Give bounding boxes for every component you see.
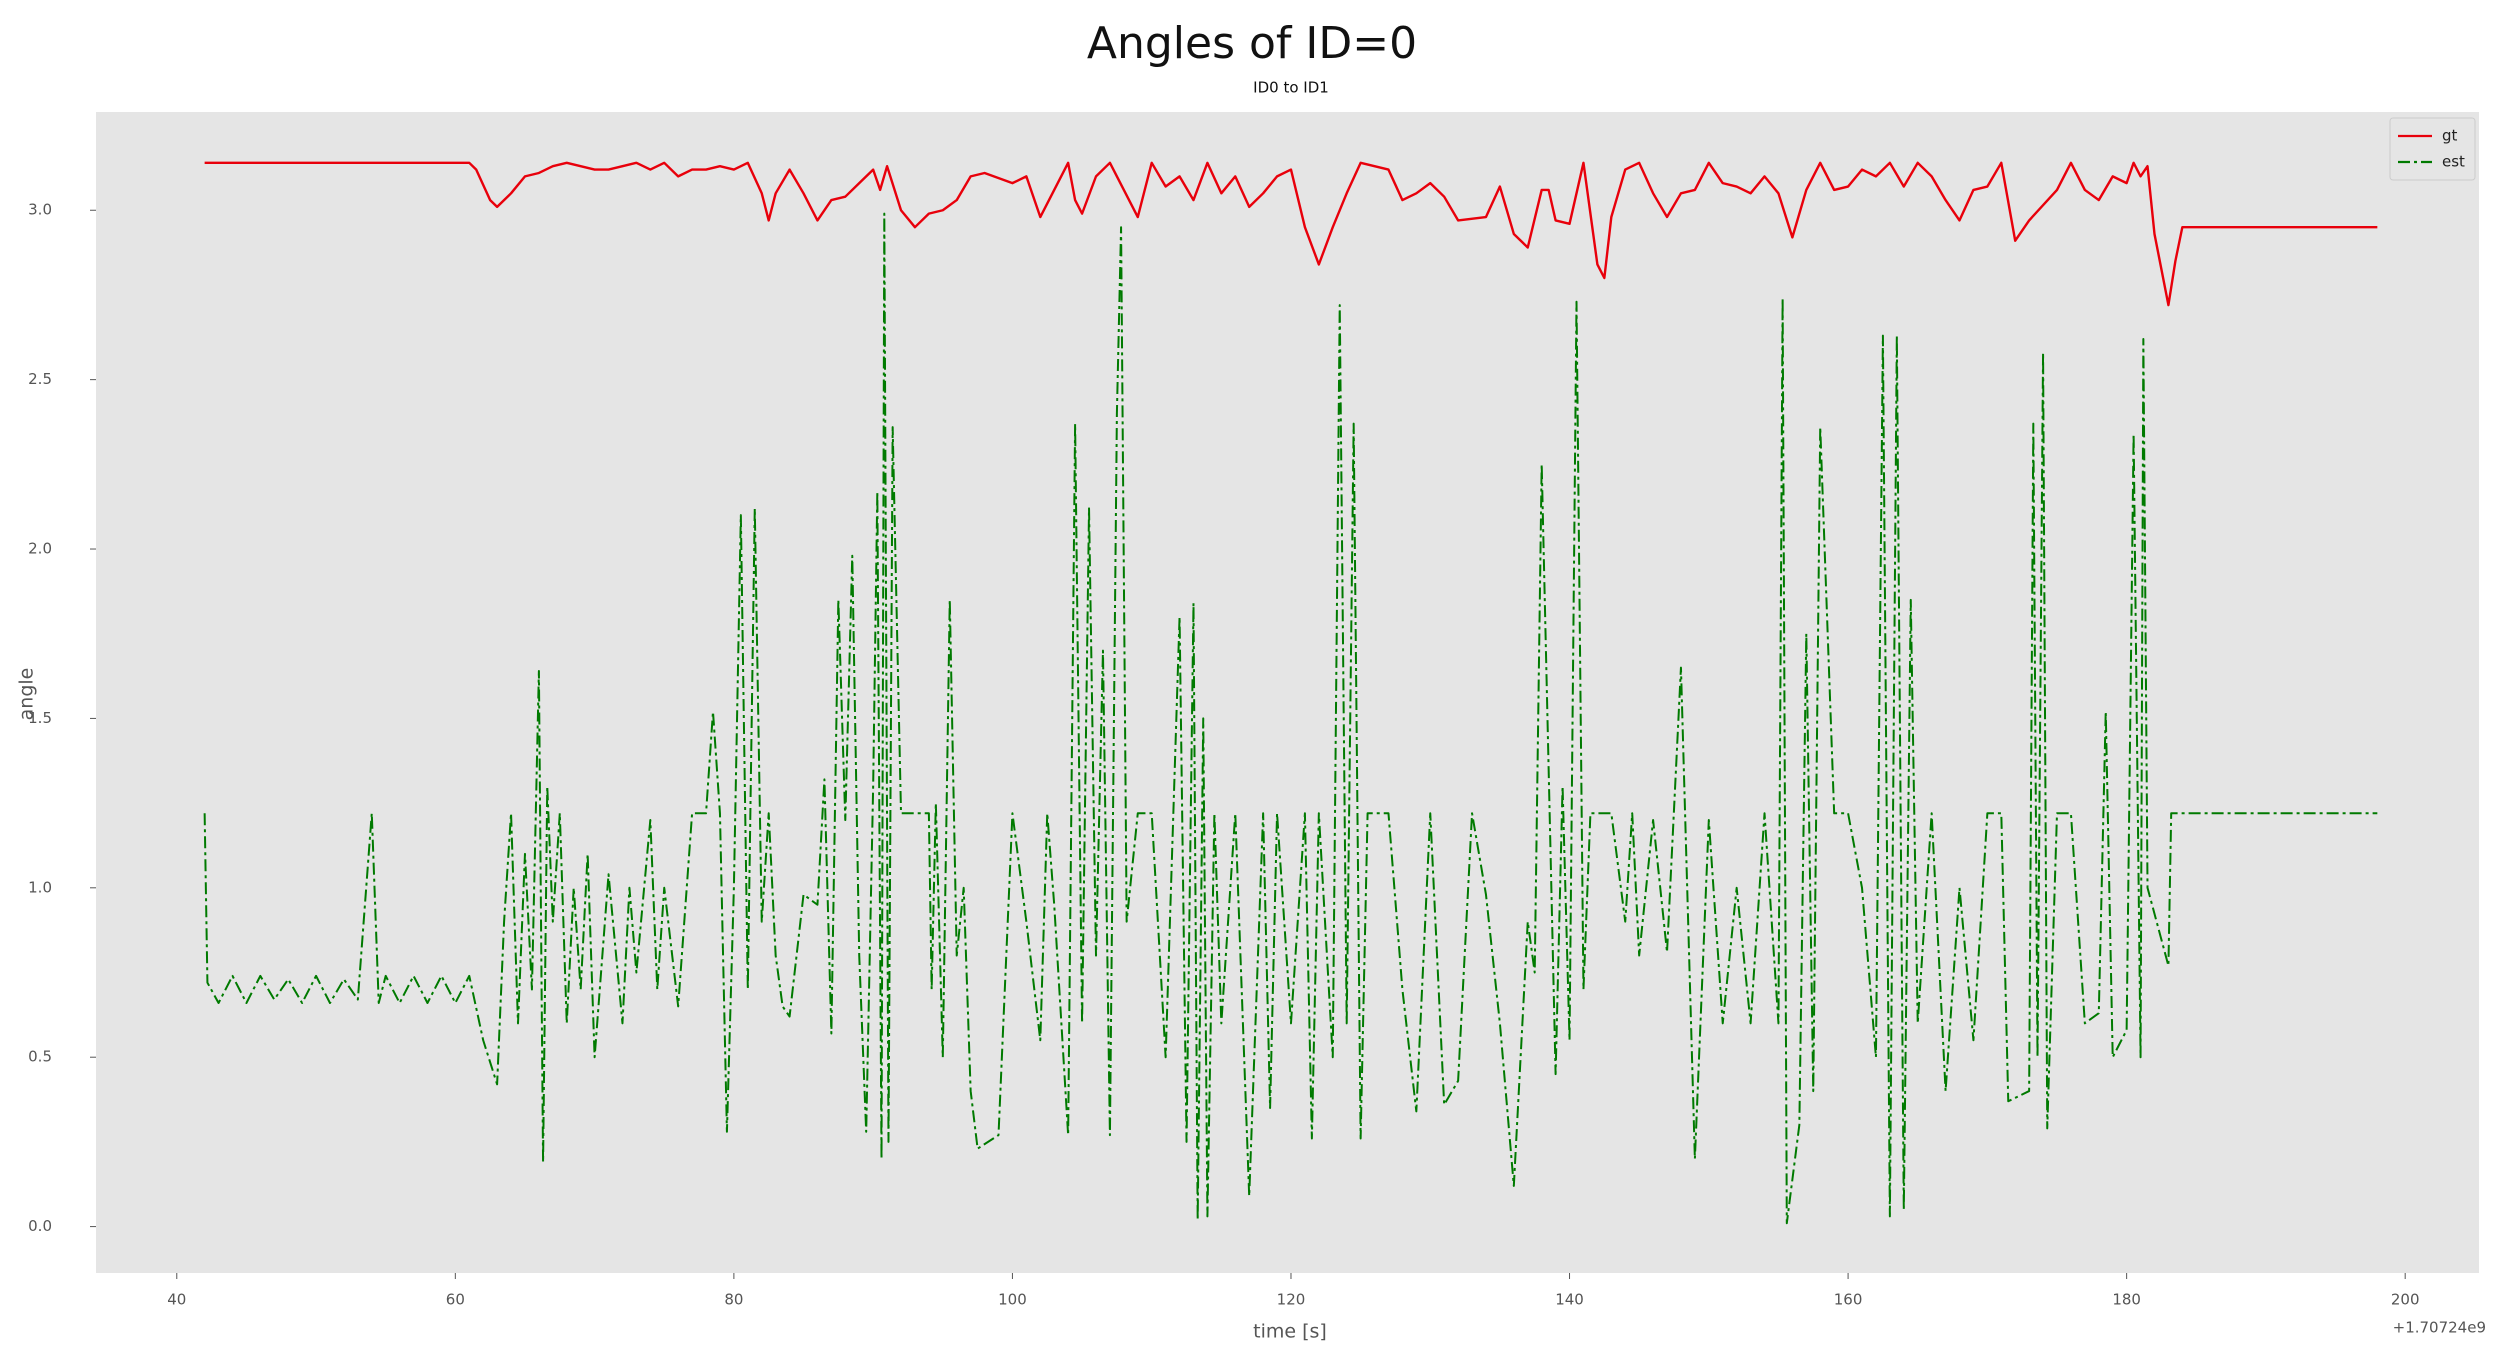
- y-tick-label: 2.0: [28, 540, 52, 558]
- y-axis-label: angle: [16, 668, 38, 721]
- y-tick-label: 3.0: [28, 201, 52, 219]
- series-line: [203, 212, 2378, 1225]
- legend-box: [2389, 117, 2476, 181]
- series-line: [204, 161, 2378, 307]
- x-tick-label: 160: [1834, 1291, 1863, 1309]
- plot-area: [96, 112, 2479, 1273]
- legend-label: est: [2442, 153, 2465, 171]
- x-tick-label: 40: [167, 1291, 186, 1309]
- y-tick-label: 2.5: [28, 370, 52, 388]
- x-tick-label: 180: [2112, 1291, 2141, 1309]
- x-tick-label: 200: [2391, 1291, 2420, 1309]
- chart-title: Angles of ID=0: [1087, 18, 1417, 69]
- legend-label: gt: [2442, 127, 2458, 145]
- y-tick-label: 1.5: [28, 709, 52, 727]
- x-tick-label: 80: [724, 1291, 743, 1309]
- x-tick-label: 60: [446, 1291, 465, 1309]
- x-offset-label: +1.70724e9: [2393, 1319, 2486, 1337]
- x-tick-label: 140: [1555, 1291, 1584, 1309]
- y-tick-label: 0.5: [28, 1048, 52, 1066]
- y-tick-label: 0.0: [28, 1217, 52, 1235]
- x-tick-label: 100: [998, 1291, 1027, 1309]
- x-tick-label: 120: [1277, 1291, 1306, 1309]
- chart-subtitle: ID0 to ID1: [1253, 79, 1329, 97]
- x-axis-label: time [s]: [1253, 1321, 1327, 1343]
- y-tick-label: 1.0: [28, 878, 52, 896]
